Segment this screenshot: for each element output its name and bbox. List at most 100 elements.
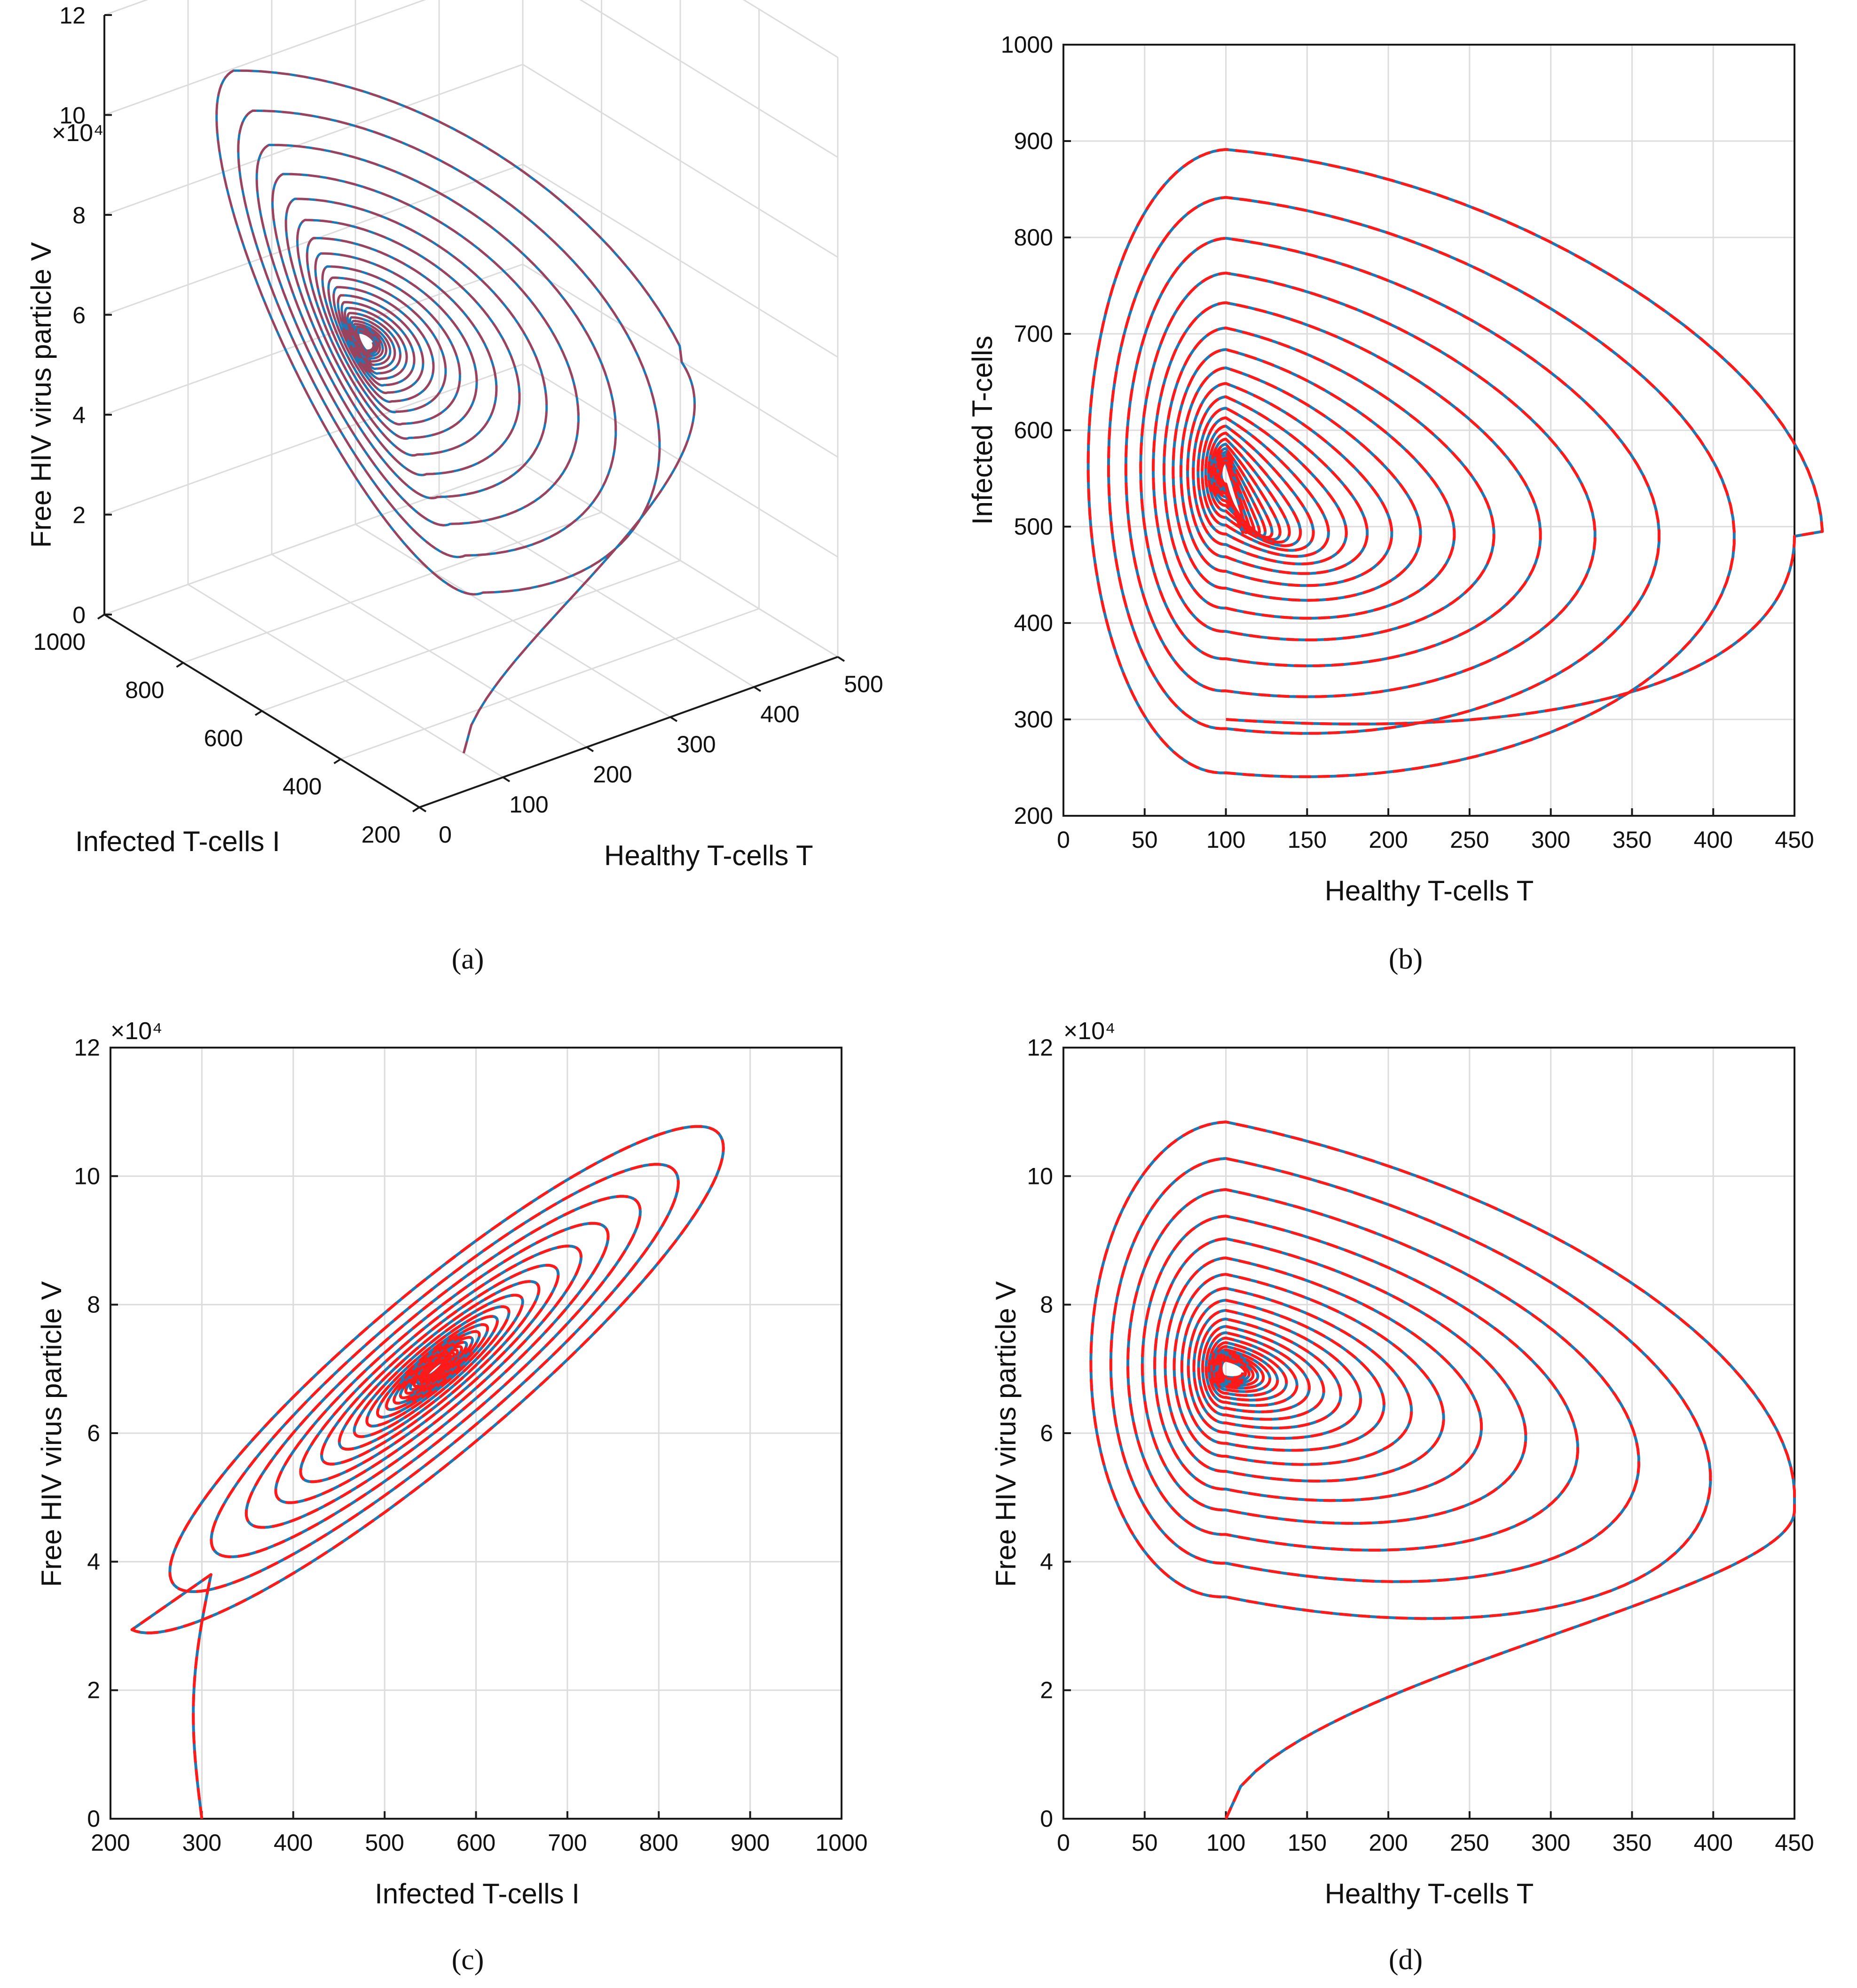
panel-c-y-exponent: ×10⁴ [110,1018,163,1045]
x-tick-label: 300 [1531,1830,1570,1856]
panel-b-tick-labels: 0 50 100 150 200 250 300 350 400 450 200 300 400 500 6… [1001,32,1814,853]
y-tick-label: 10 [1027,1163,1053,1189]
tick-mark-x [837,656,845,662]
y-tick-label: 200 [362,821,401,848]
panel-d-plot: 0 50 100 150 200 250 300 350 400 450 0 2 4 6 8 10 12 ×10… [990,1018,1814,1976]
grid-line-floor [182,512,602,663]
panel-c-axes-box [110,1047,842,1820]
grid-line-floor [340,608,760,760]
x-tick-label: 0 [439,821,452,848]
y-tick-label: 6 [1040,1420,1053,1446]
y-tick-label: 400 [1014,610,1053,636]
x-tick-label: 250 [1450,827,1489,853]
z-tick-label: 2 [72,502,86,529]
x-tick-label: 500 [365,1830,404,1856]
grid-line-floor [261,560,681,712]
z-tick-label: 0 [72,602,86,628]
y-tick-label: 4 [1040,1548,1053,1575]
panel-a-x-label: Healthy T-cells T [604,840,813,871]
panel-c-curves [130,1125,725,1819]
grid-line-floor [104,463,523,615]
grid-line-side-wall [579,0,838,158]
series-solution-blue [130,1125,725,1819]
grid-line-side-wall [522,363,838,558]
grid-line-back-wall [104,0,149,16]
z-tick-label: 12 [59,2,86,29]
panel-c-grid [110,1047,842,1820]
z-tick-label: 10 [59,103,86,129]
panel-b-y-label: Infected T-cells [967,336,998,525]
x-tick-label: 450 [1775,1830,1814,1856]
x-tick-label: 500 [844,671,883,697]
y-tick-label: 8 [1040,1292,1053,1318]
y-tick-label: 800 [1014,224,1053,251]
panel-d-y-label: Free HIV virus particle V [990,1281,1022,1587]
grid-line-side-wall [742,0,838,58]
panel-a-z-exponent: ×10⁴ [52,119,104,147]
panel-a-tick-labels: 0100200300400500200400600800100002468101… [33,2,883,848]
panel-c-plot: 200 300 400 500 600 700 800 900 1000 0 2 4 6 8 10 12 ×1… [36,1018,868,1976]
x-tick-label: 200 [1369,1830,1408,1856]
tick-mark-x [502,776,511,782]
panel-c-x-label: Infected T-cells I [375,1878,580,1909]
panel-a-caption: (a) [452,943,484,975]
x-tick-label: 350 [1613,827,1652,853]
tick-mark-y [97,614,105,620]
z-tick-label: 6 [72,302,86,329]
tick-mark-x [418,806,427,813]
panel-d-axes-box [1062,1047,1795,1820]
x-tick-label: 100 [1206,827,1245,853]
x-tick-label: 200 [91,1830,130,1856]
x-tick-label: 400 [1694,827,1733,853]
y-tick-label: 900 [1014,128,1053,154]
panel-d-x-label: Healthy T-cells T [1325,1878,1534,1909]
x-tick-label: 300 [182,1830,221,1856]
grid-line-back-wall [104,0,426,116]
panel-b-axes-box [1062,44,1795,817]
tick-mark-x [753,686,762,692]
series-solution-red-dashed [130,1125,725,1819]
z-tick-label: 8 [72,202,86,229]
panel-b-caption: (b) [1389,943,1423,975]
x-tick-label: 800 [639,1830,678,1856]
y-tick-label: 400 [283,773,322,800]
tick-mark-y [333,758,341,765]
x-tick-label: 0 [1057,827,1070,853]
y-tick-label: 800 [125,677,164,703]
x-tick-label: 50 [1132,1830,1158,1856]
panel-a-y-label: Infected T-cells I [75,826,280,857]
grid-line-side-wall [522,164,838,358]
x-tick-label: 250 [1450,1830,1489,1856]
x-tick-label: 700 [548,1830,587,1856]
x-tick-label: 900 [731,1830,770,1856]
x-tick-label: 400 [1694,1830,1733,1856]
y-tick-label: 700 [1014,321,1053,347]
series-solution-blue [1086,148,1824,778]
y-tick-label: 0 [1040,1806,1053,1832]
x-tick-label: 200 [593,761,632,788]
panel-a-axes [97,14,845,813]
grid-line-back-wall [104,363,523,515]
x-axis-line [419,656,838,808]
panel-c-caption: (c) [452,1944,484,1976]
panel-d-tick-labels: 0 50 100 150 200 250 300 350 400 450 0 2 4 6 8 10 12 [1027,1034,1814,1856]
grid-line-side-wall [522,263,838,458]
y-tick-label: 1000 [1001,32,1053,58]
tick-mark-y [254,710,263,716]
panel-d-curves [1089,1120,1796,1820]
x-tick-label: 0 [1057,1830,1070,1856]
y-tick-label: 300 [1014,706,1053,733]
y-tick-label: 500 [1014,513,1053,540]
panel-a-3d-plot: 0100200300400500200400600800100002468101… [25,0,883,975]
y-tick-label: 1000 [33,629,86,655]
x-tick-label: 400 [760,701,799,727]
y-tick-label: 6 [87,1420,100,1446]
x-tick-label: 150 [1288,827,1327,853]
x-tick-label: 600 [456,1830,496,1856]
panel-d-y-exponent: ×10⁴ [1063,1018,1116,1045]
panel-a-z-label: Free HIV virus particle V [25,242,57,548]
x-tick-label: 150 [1288,1830,1327,1856]
x-tick-label: 450 [1775,827,1814,853]
grid-line-back-wall [104,263,523,416]
